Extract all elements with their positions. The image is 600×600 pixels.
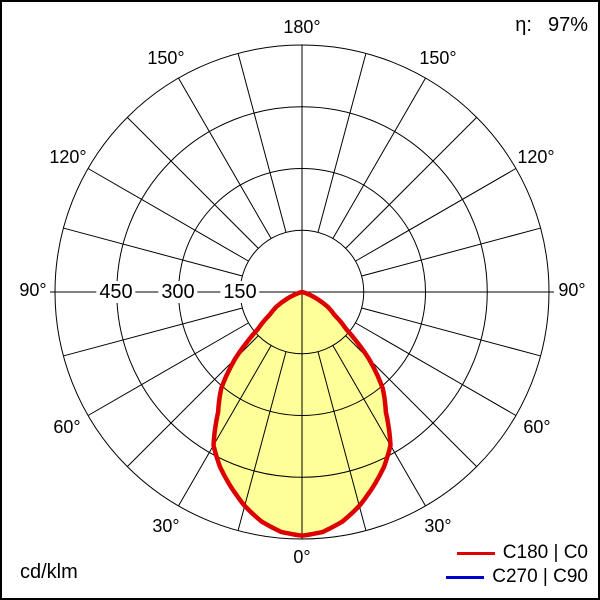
angle-label-180-top: 180° [283,17,321,37]
grid-radial-line [332,77,426,239]
angle-label-120-right: 120° [517,147,555,167]
angle-label-30-left: 30° [152,516,180,536]
grid-radial-line [355,168,517,262]
angle-label-90-left: 90° [19,280,47,300]
angle-label-150-left: 150° [147,48,185,68]
grid-radial-line [63,227,243,277]
grid-radial-line [87,168,249,262]
grid-radial-line [126,116,259,249]
legend-line-blue [446,576,485,580]
curve-c180-c0 [211,289,393,538]
legend-label-c270-c90: C270 | C90 [492,566,588,588]
legend: C180 | C0 C270 | C90 [446,542,588,588]
efficiency-readout: η: 97% [515,14,588,37]
grid-radial-line [332,345,426,507]
legend-item-c180-c0: C180 | C0 [456,542,588,564]
angle-label-150-right: 150° [419,48,457,68]
legend-line-red [456,552,495,556]
grid-radial-line [237,53,287,233]
grid-radial-line [317,351,367,531]
polar-grid [50,44,554,540]
grid-radial-line [178,345,272,507]
grid-radial-line [87,322,249,416]
radial-tick-450: 450 [96,281,136,303]
angle-label-60-right: 60° [523,417,551,437]
angle-label-60-left: 60° [53,417,81,437]
radial-tick-150: 150 [220,281,260,303]
efficiency-label: η: [515,14,532,36]
grid-radial-line [237,351,287,531]
angle-label-120-left: 120° [49,147,87,167]
radial-tick-300: 300 [158,281,198,303]
angle-label-30-right: 30° [424,516,452,536]
angle-label-0-bottom: 0° [293,547,311,567]
efficiency-value: 97% [547,14,588,36]
grid-radial-line [355,322,517,416]
legend-label-c180-c0: C180 | C0 [502,542,588,564]
unit-label: cd/klm [20,561,78,583]
grid-radial-line [317,53,367,233]
legend-item-c270-c90: C270 | C90 [446,566,588,588]
grid-radial-line [361,307,541,357]
grid-radial-line [63,307,243,357]
grid-radial-line [178,77,272,239]
grid-radial-line [361,227,541,277]
grid-radial-line [345,116,478,249]
angle-label-90-right: 90° [558,280,586,300]
